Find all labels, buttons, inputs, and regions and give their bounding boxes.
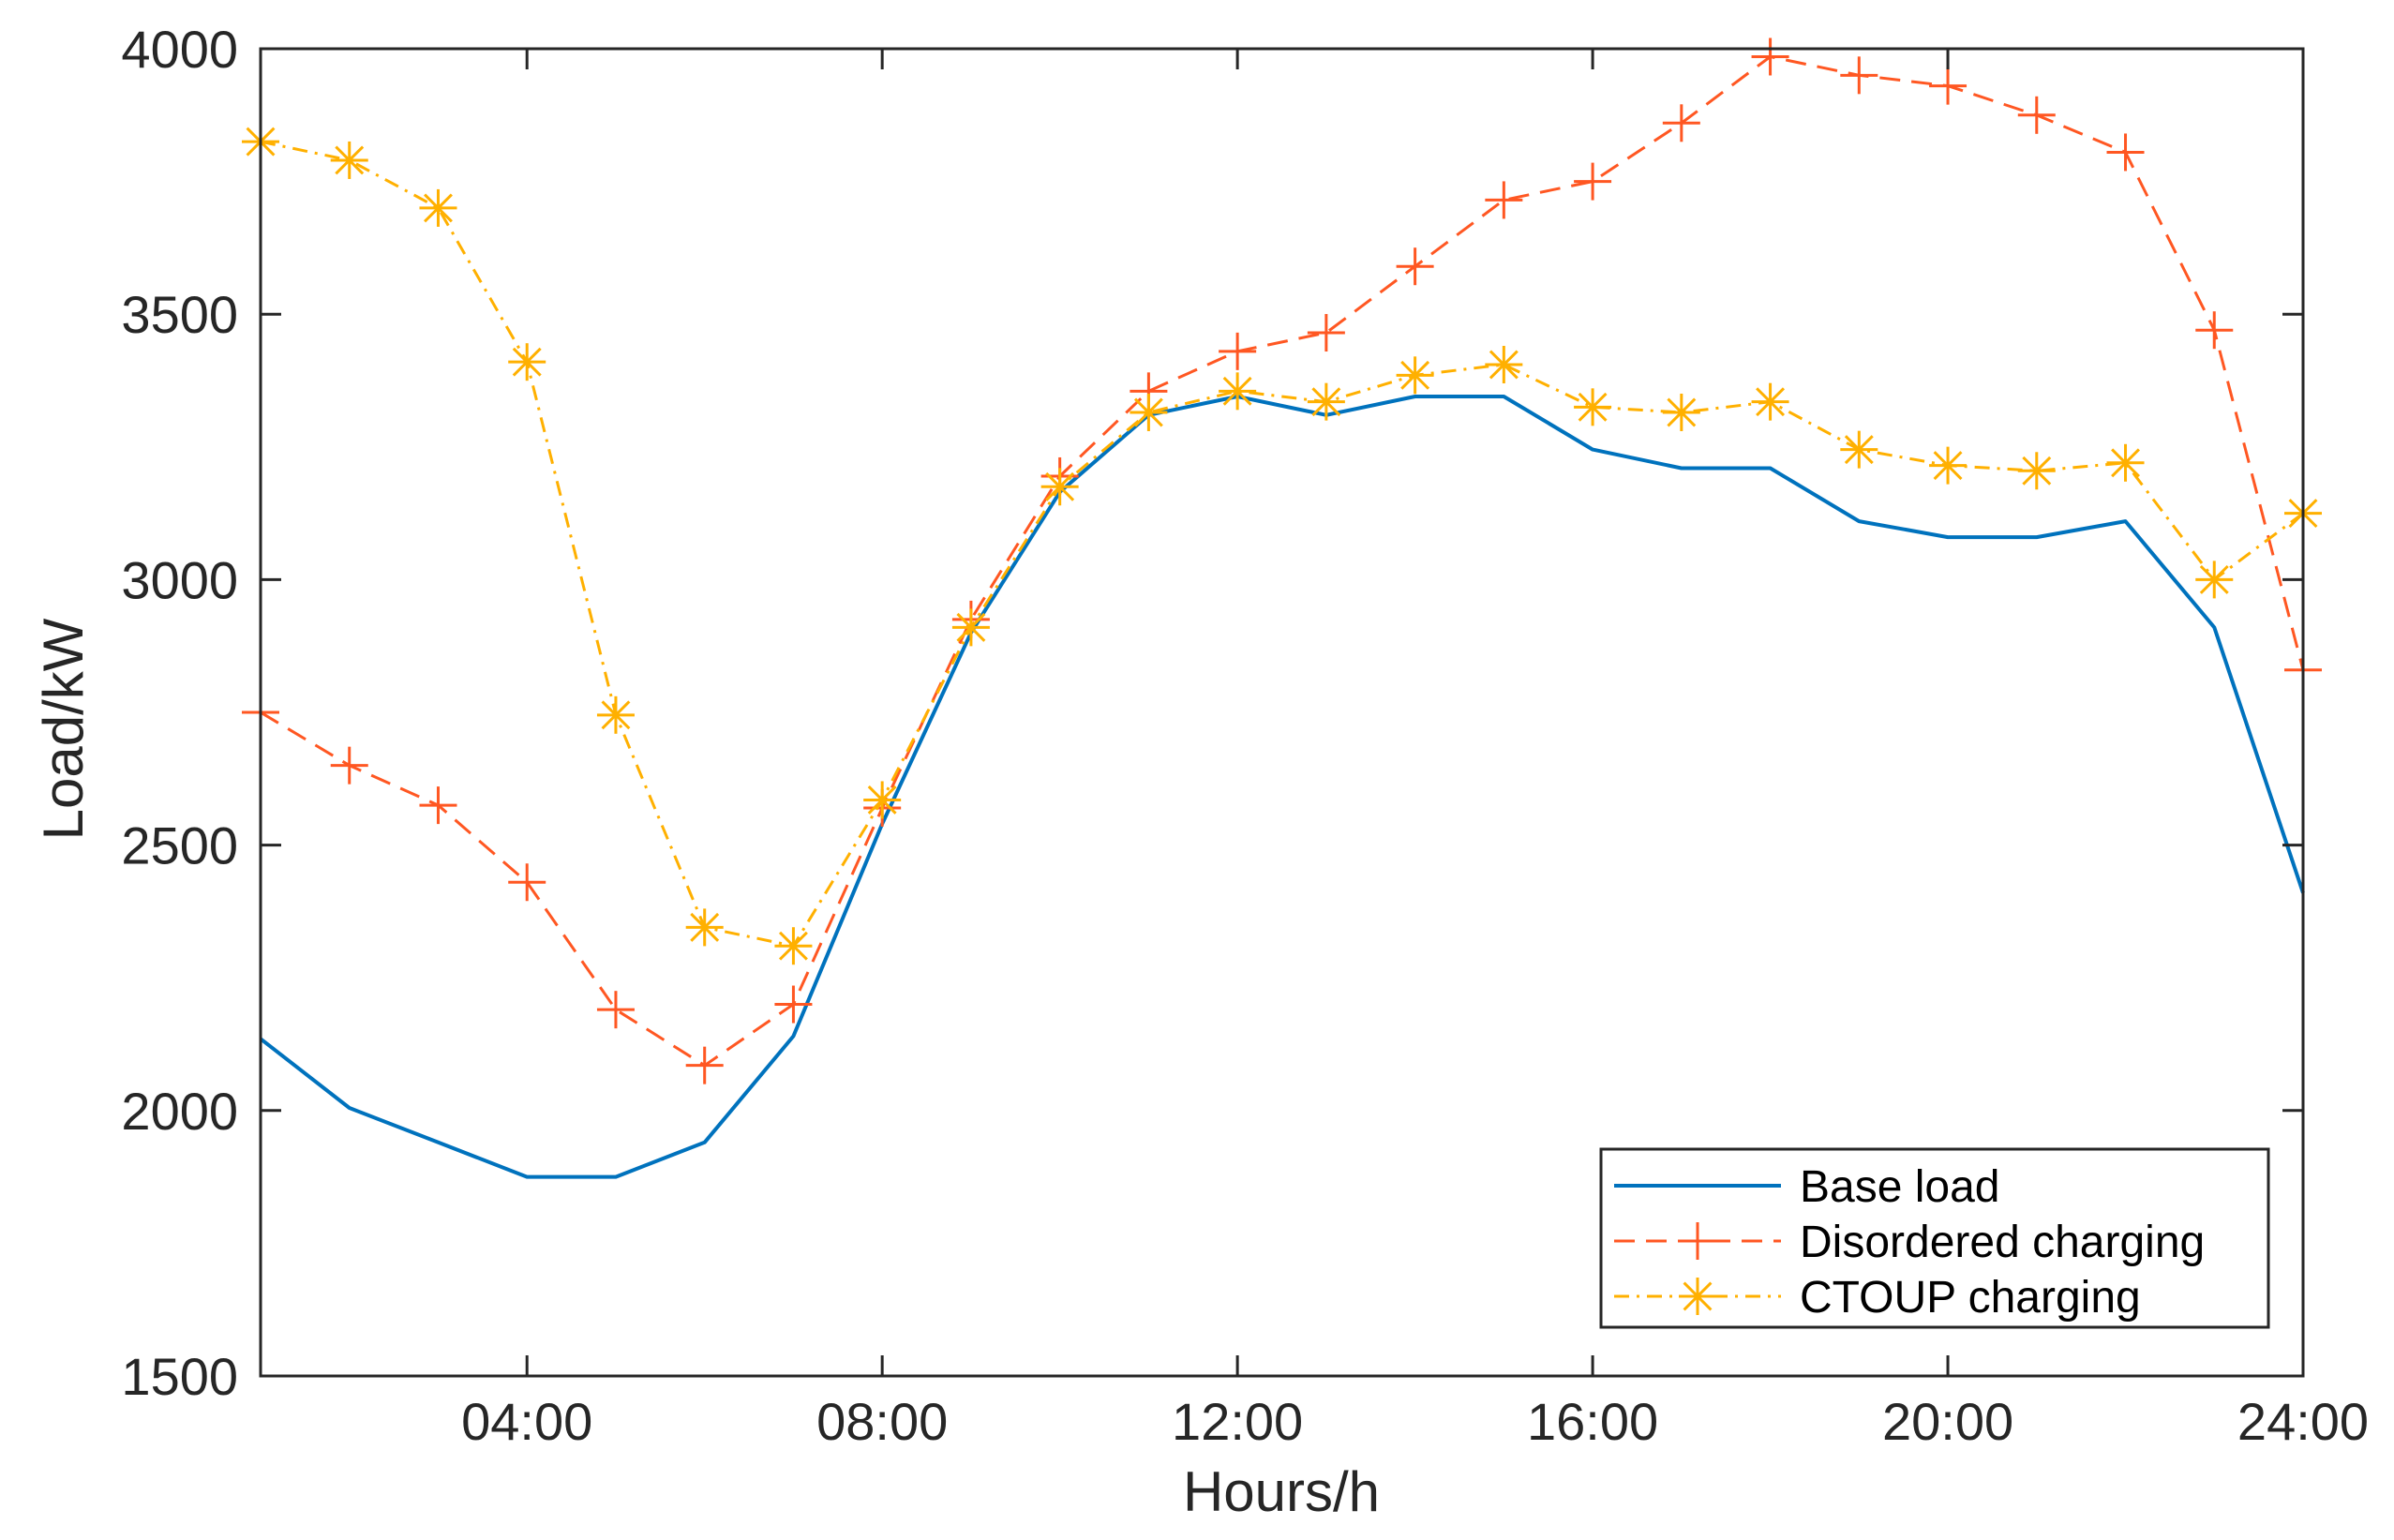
series-layer xyxy=(242,37,2322,1179)
x-tick-label: 16:00 xyxy=(1527,1392,1658,1451)
data-point-ctoup-charging xyxy=(1751,382,1789,421)
y-tick-label: 4000 xyxy=(121,20,238,79)
marker-stroke xyxy=(512,347,542,377)
data-point-disordered-charging xyxy=(1574,162,1612,201)
data-point-disordered-charging xyxy=(2106,133,2145,172)
data-point-disordered-charging xyxy=(2017,96,2056,134)
marker-stroke xyxy=(1311,387,1341,417)
data-point-disordered-charging xyxy=(1751,37,1789,76)
data-point-ctoup-charging xyxy=(596,695,635,734)
legend-label-ctoup-charging: CTOUP charging xyxy=(1800,1273,2141,1323)
y-axis-title: Load/kW xyxy=(32,618,95,840)
series-line-disordered-charging xyxy=(260,55,2305,1068)
data-point-ctoup-charging xyxy=(1485,346,1523,384)
marker-stroke xyxy=(1683,1281,1713,1311)
series-ctoup-charging xyxy=(242,123,2322,965)
axes-layer: 04:00 08:00 12:00 16:00 20:00 24:00 1500 2000 25… xyxy=(121,20,2369,1451)
data-point-disordered-charging xyxy=(1662,104,1700,142)
marker-stroke xyxy=(1667,397,1697,427)
legend-item-disordered-charging: Disordered charging xyxy=(1614,1218,2205,1267)
marker-stroke xyxy=(601,700,631,730)
data-point-ctoup-charging xyxy=(1307,382,1345,421)
data-point-disordered-charging xyxy=(774,985,813,1024)
x-tick-label: 12:00 xyxy=(1172,1392,1303,1451)
marker-stroke xyxy=(1489,350,1519,380)
marker-stroke xyxy=(956,612,986,642)
marker-stroke xyxy=(2199,564,2229,594)
data-point-disordered-charging xyxy=(1396,247,1434,286)
data-point-disordered-charging xyxy=(1307,314,1345,352)
legend-box xyxy=(1599,1147,2270,1329)
legend: Base load Disordered charging CTOUP chargi… xyxy=(1599,1147,2270,1329)
x-axis-title: Hours/h xyxy=(1183,1460,1380,1523)
legend-item-base-load: Base load xyxy=(1614,1162,2000,1212)
data-point-ctoup-charging xyxy=(1662,393,1700,431)
data-point-disordered-charging xyxy=(1485,181,1523,219)
data-point-ctoup-charging xyxy=(2017,452,2056,490)
x-tick-label: 20:00 xyxy=(1882,1392,2013,1451)
marker-stroke xyxy=(778,931,808,961)
marker-stroke xyxy=(1222,376,1252,406)
axes-frame xyxy=(259,47,2305,1378)
data-point-ctoup-charging xyxy=(508,343,546,381)
marker-stroke xyxy=(1756,387,1786,417)
data-point-ctoup-charging xyxy=(685,908,724,947)
marker-stroke xyxy=(1400,360,1430,390)
data-point-disordered-charging xyxy=(1219,332,1257,370)
data-point-disordered-charging xyxy=(508,863,546,902)
series-line-base-load xyxy=(259,395,2305,1179)
data-point-ctoup-charging xyxy=(330,141,368,179)
data-point-ctoup-charging xyxy=(1040,468,1079,506)
data-point-disordered-charging xyxy=(330,746,368,785)
marker-stroke xyxy=(424,193,453,223)
data-point-disordered-charging xyxy=(419,786,457,825)
data-point-ctoup-charging xyxy=(1929,446,1968,485)
legend-label-base-load: Base load xyxy=(1800,1162,2000,1212)
marker-stroke xyxy=(1578,392,1608,422)
x-tick-label: 04:00 xyxy=(461,1392,592,1451)
data-point-ctoup-charging xyxy=(1130,393,1168,431)
marker-stroke xyxy=(1045,471,1075,501)
data-point-ctoup-charging xyxy=(419,188,457,227)
marker-stroke xyxy=(2111,448,2140,478)
data-point-disordered-charging xyxy=(1840,56,1878,95)
marker-stroke xyxy=(2022,456,2052,486)
data-point-ctoup-charging xyxy=(1219,372,1257,411)
y-tick-label: 2000 xyxy=(121,1082,238,1141)
marker-stroke xyxy=(867,785,897,815)
data-point-disordered-charging xyxy=(596,991,635,1029)
data-point-disordered-charging xyxy=(1929,67,1968,105)
legend-items: Base load Disordered charging CTOUP chargi… xyxy=(1614,1162,2205,1323)
y-tick-label: 3000 xyxy=(121,550,238,609)
marker-stroke xyxy=(1133,397,1163,427)
y-tick-label: 2500 xyxy=(121,816,238,875)
data-point-ctoup-charging xyxy=(1396,356,1434,395)
data-point-ctoup-charging xyxy=(951,608,990,647)
marker-stroke xyxy=(1844,435,1874,465)
data-point-disordered-charging xyxy=(685,1046,724,1084)
data-point-ctoup-charging xyxy=(2195,561,2234,599)
x-tick-label: 08:00 xyxy=(816,1392,948,1451)
series-base-load xyxy=(259,395,2305,1179)
data-point-ctoup-charging xyxy=(863,781,902,819)
legend-marker-ctoup-charging xyxy=(1679,1278,1716,1315)
x-tick-label: 24:00 xyxy=(2237,1392,2369,1451)
data-point-ctoup-charging xyxy=(2106,443,2145,482)
data-point-ctoup-charging xyxy=(774,927,813,965)
marker-stroke xyxy=(690,912,720,942)
legend-label-disordered-charging: Disordered charging xyxy=(1800,1218,2205,1267)
y-tick-label: 1500 xyxy=(121,1347,238,1406)
marker-stroke xyxy=(335,145,365,175)
y-tick-label: 3500 xyxy=(121,285,238,344)
legend-marker-disordered-charging xyxy=(1679,1222,1716,1260)
series-line-ctoup-charging xyxy=(260,140,2304,948)
data-point-ctoup-charging xyxy=(1574,388,1612,426)
data-point-disordered-charging xyxy=(2195,311,2234,350)
marker-stroke xyxy=(1933,451,1963,481)
legend-item-ctoup-charging: CTOUP charging xyxy=(1614,1273,2141,1323)
data-point-ctoup-charging xyxy=(1840,430,1878,469)
